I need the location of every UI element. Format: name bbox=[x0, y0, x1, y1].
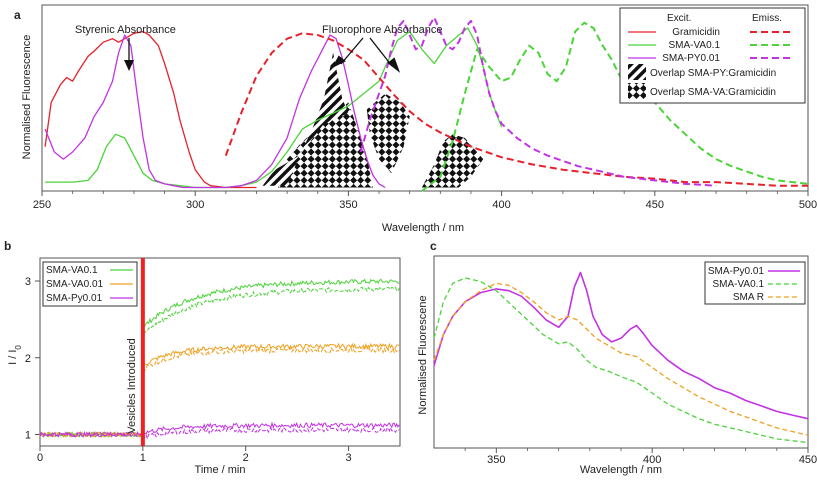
b-ytick-label: 3 bbox=[25, 276, 31, 288]
panel-a-xlabel: Wavelength / nm bbox=[382, 222, 464, 234]
fluorophore-arrowhead-right bbox=[387, 57, 401, 73]
panel-b-label: b bbox=[4, 239, 11, 253]
panel-b-frame bbox=[39, 257, 401, 447]
b-sma-va0-1-dashed-line bbox=[39, 285, 400, 438]
b-xtick-label: 3 bbox=[346, 452, 352, 464]
b-sma-va0-01-solid-line bbox=[40, 342, 400, 438]
a-excitation-sma-py0-01-line bbox=[44, 34, 386, 189]
legend-a-excit: Excit. bbox=[667, 13, 691, 24]
fluorophore-arrow-right bbox=[369, 37, 393, 67]
b-xtick-label: 2 bbox=[243, 452, 249, 464]
b-ytick-label: 2 bbox=[25, 353, 31, 365]
legend-a-py: SMA-PY0.01 bbox=[662, 53, 720, 64]
panel-a-overlaps bbox=[262, 52, 484, 188]
panel-a-frame bbox=[41, 4, 809, 192]
overlap-va-gramicidin-region bbox=[421, 134, 484, 188]
panel-c-legend: SMA-Py0.01 SMA-VA0.1 SMA R bbox=[704, 261, 806, 305]
vesicles-introduced-label: Vesicles Introduced bbox=[126, 338, 138, 433]
b-sma-py0-01-dashed-line bbox=[39, 426, 400, 441]
legend-a-overlap-va: Overlap SMA-VA:Gramicidin bbox=[650, 87, 776, 98]
a-xtick-label: 500 bbox=[799, 199, 817, 211]
legend-a-checks-swatch bbox=[628, 83, 646, 99]
panel-a-xaxis: 250 300 350 400 450 500 bbox=[33, 191, 817, 211]
legend-c-smar: SMA R bbox=[733, 292, 764, 303]
panel-c: c 350 400 450 Normalised Fluorescene Wavel… bbox=[417, 239, 817, 476]
a-xtick-label: 300 bbox=[186, 199, 204, 211]
panel-b-ylabel: I / I0 bbox=[7, 345, 23, 365]
overlap-py-gramicidin-region bbox=[262, 52, 349, 186]
panel-a-ylabel: Normalised Fluorescence bbox=[21, 35, 33, 160]
a-xtick-label: 250 bbox=[33, 199, 51, 211]
legend-b-va001: SMA-VA0.01 bbox=[46, 279, 103, 290]
panel-c-axes: 350 400 450 bbox=[464, 448, 817, 466]
c-sma-r-line bbox=[433, 282, 809, 436]
legend-a-va: SMA-VA0.1 bbox=[669, 40, 721, 51]
overlap-va-gramicidin-region bbox=[366, 93, 410, 174]
c-sma-va0-1-line bbox=[433, 277, 809, 444]
legend-b-py001: SMA-Py0.01 bbox=[46, 293, 103, 304]
b-sma-va0-01-dashed-line bbox=[39, 346, 400, 438]
b-sma-py0-01-solid-line bbox=[39, 421, 400, 439]
b-ytick-label: 1 bbox=[25, 429, 31, 441]
b-sma-va0-1-solid-line bbox=[39, 278, 400, 438]
fluorophore-arrow-left bbox=[340, 37, 364, 65]
legend-a-gramicidin: Gramicidin bbox=[672, 27, 720, 38]
legend-a-overlap-py: Overlap SMA-PY:Gramicidin bbox=[650, 68, 776, 79]
panel-a-series bbox=[44, 16, 809, 192]
c-sma-py0-01-line bbox=[433, 271, 809, 420]
overlap-va-gramicidin-region bbox=[277, 102, 373, 188]
b-xtick-label: 0 bbox=[37, 452, 43, 464]
fluorophore-arrowhead-left bbox=[331, 55, 346, 69]
a-emission-sma-va0-1-line bbox=[421, 21, 809, 192]
panel-b-ylabel-main: I / I bbox=[7, 350, 19, 365]
legend-a-emiss: Emiss. bbox=[752, 13, 782, 24]
legend-c-va: SMA-VA0.1 bbox=[713, 279, 765, 290]
fluorophore-annotation: Fluorophore Absorbance bbox=[322, 24, 442, 36]
panel-a-label: a bbox=[14, 8, 21, 22]
legend-b-va01: SMA-VA0.1 bbox=[46, 265, 98, 276]
a-excitation-gramicidin-line bbox=[44, 30, 257, 189]
a-excitation-sma-va0-1-line bbox=[45, 27, 503, 189]
panel-a: a Normalised Fluorescence 250 300 350 400 45… bbox=[14, 4, 817, 234]
styrenic-annotation: Styrenic Absorbance bbox=[75, 24, 176, 36]
panel-a-legend: Excit. Emiss. Gramicidin SMA-VA0.1 SMA-P… bbox=[619, 7, 806, 104]
legend-a-stripes-swatch bbox=[628, 64, 646, 80]
panel-b-xlabel: Time / min bbox=[195, 464, 246, 476]
vesicles-introduced-marker bbox=[140, 258, 145, 446]
legend-a-box bbox=[619, 7, 806, 104]
panel-c-label: c bbox=[430, 239, 437, 253]
c-xtick-label: 450 bbox=[799, 454, 817, 466]
panel-b-series bbox=[39, 278, 400, 441]
legend-c-py: SMA-Py0.01 bbox=[708, 266, 765, 277]
b-xtick-label: 1 bbox=[140, 452, 146, 464]
a-xtick-label: 350 bbox=[339, 199, 357, 211]
panel-c-series bbox=[433, 271, 809, 444]
a-emission-gramicidin-line bbox=[224, 32, 808, 187]
styrenic-arrowhead bbox=[124, 60, 134, 71]
panel-b-ylabel-sub: 0 bbox=[14, 345, 23, 350]
a-xtick-label: 400 bbox=[492, 199, 510, 211]
panel-c-xlabel: Wavelength / nm bbox=[580, 464, 662, 476]
c-xtick-label: 400 bbox=[643, 454, 661, 466]
a-emission-sma-py0-01-line bbox=[359, 16, 717, 187]
c-xtick-label: 350 bbox=[487, 454, 505, 466]
panel-b-legend: SMA-VA0.1 SMA-VA0.01 SMA-Py0.01 bbox=[42, 261, 138, 307]
panel-c-ylabel: Normalised Fluorescene bbox=[417, 295, 429, 414]
a-xtick-label: 450 bbox=[646, 199, 664, 211]
